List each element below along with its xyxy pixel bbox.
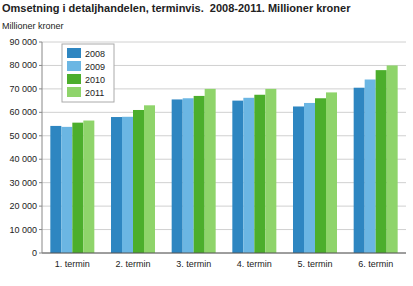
tick-label: 70 000 [9,84,37,94]
grid-line [42,206,406,207]
legend-box [62,44,114,102]
bars [50,65,397,253]
bar [172,99,183,253]
bar [50,126,61,253]
grid-line [42,112,406,113]
category-label: 3. termin [176,259,211,269]
tick-label: 90 000 [9,37,37,47]
category-label: 4. termin [237,259,272,269]
grid-line [42,159,406,160]
bar [122,117,133,253]
bar [387,65,398,253]
x-axis [42,253,406,254]
legend-label: 2008 [85,49,105,59]
tick-label: 80 000 [9,60,37,70]
chart: Omsetning i detaljhandelen, terminvis. 2… [0,0,413,286]
bar [326,92,337,253]
legend-swatch [67,74,81,84]
bar [83,121,94,253]
bar [232,101,243,253]
grid-line [42,135,406,136]
category-label: 1. termin [55,259,90,269]
legend-label: 2009 [85,62,105,72]
bar [205,89,216,253]
legend-label: 2010 [85,75,105,85]
grid-line [42,182,406,183]
tick-label: 10 000 [9,225,37,235]
legend-label: 2011 [85,88,104,98]
grid-line [42,42,406,43]
y-label: Millioner kroner [2,21,64,31]
tick-label: 0 [32,248,37,258]
bar [354,88,365,253]
bar [376,70,387,253]
bar [72,123,83,253]
tick-label: 20 000 [9,201,37,211]
y-axis [42,42,43,253]
grid-line [42,253,406,254]
tick-label: 60 000 [9,107,37,117]
bar [254,95,265,253]
bar [265,89,276,253]
bar [243,98,254,253]
tick-label: 50 000 [9,131,37,141]
legend-swatch [67,48,81,58]
legend-swatch [67,61,81,71]
legend: 2008 2009 2010 2011 [62,44,114,102]
bar [144,105,155,253]
bar [315,98,326,253]
bar [111,117,122,253]
bar [194,96,205,253]
bar [183,98,194,253]
grid-line [42,229,406,230]
category-label: 2. termin [115,259,150,269]
bar [293,106,304,253]
legend-swatch [67,87,81,97]
category-label: 6. termin [358,259,393,269]
bar [365,80,376,253]
tick-label: 30 000 [9,178,37,188]
bar [304,103,315,253]
tick-label: 40 000 [9,154,37,164]
title: Omsetning i detaljhandelen, terminvis. 2… [2,2,351,14]
bar [61,127,72,253]
category-label: 5. termin [297,259,332,269]
bar [133,110,144,253]
